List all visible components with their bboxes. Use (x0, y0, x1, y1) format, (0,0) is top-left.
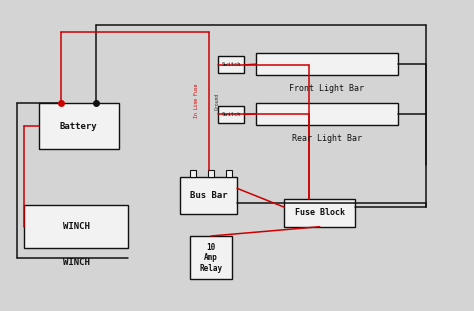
Bar (24, 205, 128, 248)
Text: In Line Fuse: In Line Fuse (194, 84, 200, 118)
Bar (180, 177, 237, 214)
Text: 10
Amp
Relay: 10 Amp Relay (200, 243, 223, 272)
Text: Switch: Switch (221, 112, 241, 117)
Text: WINCH: WINCH (63, 258, 90, 267)
Bar (38, 103, 119, 149)
Text: Front Light Bar: Front Light Bar (289, 84, 365, 93)
Bar (218, 56, 244, 73)
Text: Switch: Switch (221, 63, 241, 67)
Bar (208, 170, 214, 177)
Bar (226, 170, 232, 177)
Text: Battery: Battery (60, 122, 98, 131)
Bar (190, 170, 196, 177)
Text: Ground: Ground (215, 92, 219, 110)
Bar (256, 53, 398, 75)
Bar (284, 199, 355, 227)
Text: Rear Light Bar: Rear Light Bar (292, 134, 362, 143)
Text: Fuse Block: Fuse Block (295, 208, 345, 217)
Bar (190, 236, 232, 279)
Text: WINCH: WINCH (63, 222, 90, 231)
Bar (218, 106, 244, 123)
Bar (256, 103, 398, 124)
Text: Bus Bar: Bus Bar (190, 191, 228, 200)
